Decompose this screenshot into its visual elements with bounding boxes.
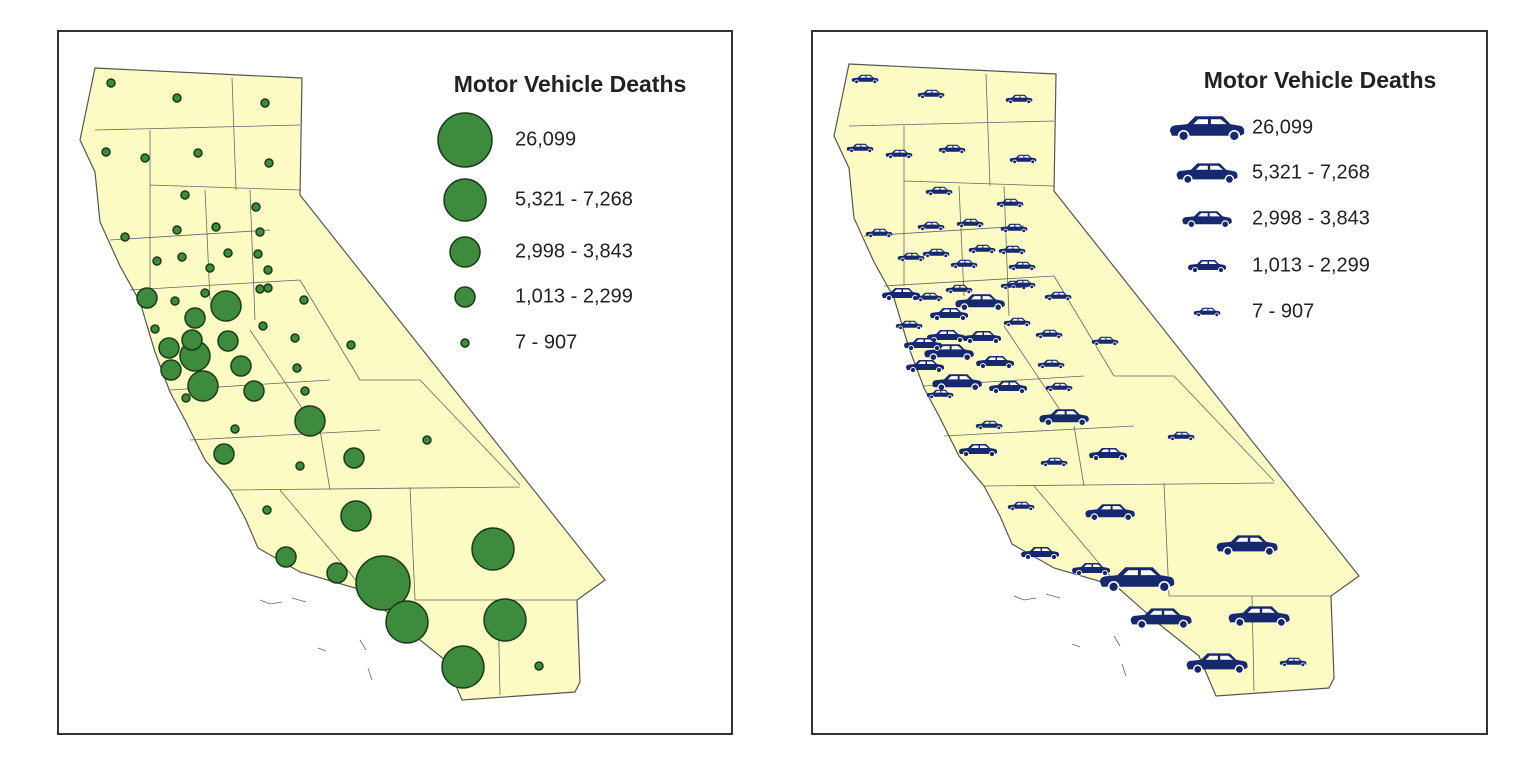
circle-symbol xyxy=(223,248,233,258)
circle-symbol xyxy=(181,329,203,351)
circle-symbol xyxy=(200,288,210,298)
circle-symbol xyxy=(255,284,265,294)
circle-symbol xyxy=(295,461,305,471)
circle-symbol xyxy=(443,178,487,222)
circle-symbol xyxy=(292,363,302,373)
circle-symbol xyxy=(346,340,356,350)
circle-symbol xyxy=(471,527,515,571)
circle-symbol xyxy=(264,158,274,168)
circle-symbol xyxy=(355,555,411,611)
circle-symbol xyxy=(534,661,544,671)
circle-symbol xyxy=(253,249,263,259)
legend-label: 1,013 - 2,299 xyxy=(515,285,633,307)
circle-symbol xyxy=(299,295,309,305)
circle-symbol xyxy=(263,283,273,293)
circle-symbol xyxy=(172,93,182,103)
circle-symbol xyxy=(187,370,219,402)
circle-symbol xyxy=(193,148,203,158)
circle-symbol xyxy=(441,645,485,689)
circle-symbol xyxy=(181,393,191,403)
legend-label: 2,998 - 3,843 xyxy=(1252,207,1370,229)
circle-symbol xyxy=(263,265,273,275)
circle-symbol xyxy=(172,225,182,235)
circle-symbol xyxy=(217,330,239,352)
circle-symbol xyxy=(170,296,180,306)
legend-title: Motor Vehicle Deaths xyxy=(454,71,687,97)
legend-label: 26,099 xyxy=(1252,116,1313,138)
circle-symbol xyxy=(152,256,162,266)
circle-symbol xyxy=(326,562,348,584)
circle-symbol xyxy=(483,598,527,642)
circle-symbol xyxy=(290,333,300,343)
circle-symbol xyxy=(437,112,493,168)
circle-symbol xyxy=(255,227,265,237)
circle-symbol xyxy=(106,78,116,88)
circle-symbol xyxy=(120,232,130,242)
legend-title: Motor Vehicle Deaths xyxy=(1204,67,1437,93)
legend-label: 7 - 907 xyxy=(515,331,577,353)
circle-symbol xyxy=(180,190,190,200)
circle-symbol xyxy=(340,500,372,532)
circle-symbol xyxy=(160,359,182,381)
circle-symbol xyxy=(449,236,481,268)
circle-symbol xyxy=(230,424,240,434)
legend-label: 5,321 - 7,268 xyxy=(1252,161,1370,183)
circle-symbol xyxy=(136,287,158,309)
legend-label: 26,099 xyxy=(515,128,576,150)
legend-label: 7 - 907 xyxy=(1252,300,1314,322)
circle-symbol xyxy=(385,600,429,644)
circle-symbol xyxy=(460,338,470,348)
circle-symbol xyxy=(251,202,261,212)
legend-label: 1,013 - 2,299 xyxy=(1252,254,1370,276)
circle-symbol xyxy=(205,263,215,273)
circle-symbols xyxy=(101,78,544,689)
circle-symbol xyxy=(210,290,242,322)
circle-symbol xyxy=(184,307,206,329)
circle-symbol xyxy=(260,98,270,108)
circle-symbol xyxy=(454,286,476,308)
circle-symbol xyxy=(211,222,221,232)
circle-symbol xyxy=(258,321,268,331)
circle-symbol xyxy=(101,147,111,157)
legend-label: 5,321 - 7,268 xyxy=(515,188,633,210)
circle-symbol xyxy=(158,337,180,359)
circle-symbol xyxy=(294,405,326,437)
circle-symbol xyxy=(213,443,235,465)
circle-symbol xyxy=(343,447,365,469)
circle-symbol xyxy=(230,355,252,377)
circle-symbol xyxy=(150,324,160,334)
circle-symbol xyxy=(275,546,297,568)
circle-symbol xyxy=(422,435,432,445)
circle-symbol xyxy=(243,380,265,402)
legend-label: 2,998 - 3,843 xyxy=(515,240,633,262)
circle-symbol xyxy=(262,505,272,515)
circle-symbol xyxy=(140,153,150,163)
circle-symbol xyxy=(177,252,187,262)
circle-symbol xyxy=(300,386,310,396)
